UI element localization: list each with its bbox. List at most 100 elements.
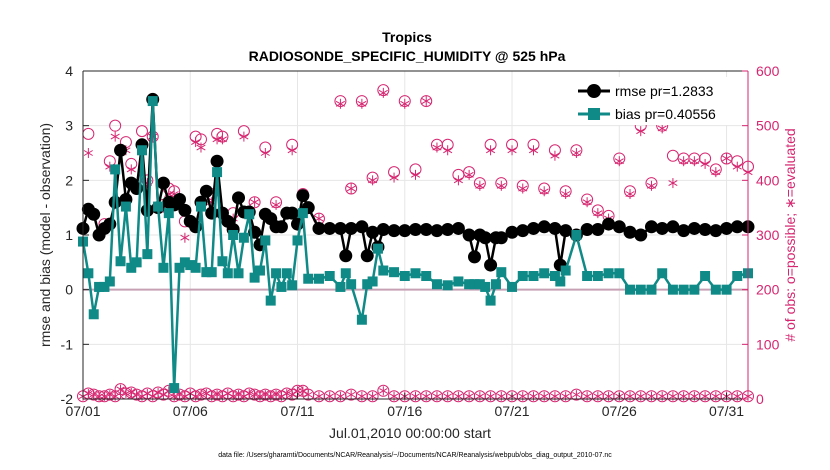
bias-point-89 (732, 271, 743, 281)
rmse-point-75 (580, 223, 594, 237)
evaluated-point-33 (410, 169, 421, 180)
rmse-point-68 (516, 224, 530, 238)
evaluated-point-52 (614, 156, 624, 167)
bias-point-34 (260, 235, 271, 246)
evaluated-point-36 (443, 145, 453, 156)
bias-point-41 (297, 208, 308, 219)
bias-point-10 (131, 257, 142, 268)
rmse-point-64 (484, 258, 498, 272)
evaluated-bottom-point-31 (245, 389, 254, 399)
right-tick-label-5: 500 (756, 118, 780, 134)
rmse-point-84 (677, 224, 691, 238)
rmse-point-69 (526, 221, 540, 235)
bias-point-81 (646, 284, 657, 295)
evaluated-point-41 (496, 180, 506, 191)
bias-point-85 (689, 284, 700, 295)
bias-point-35 (265, 295, 276, 306)
bias-point-36 (271, 268, 282, 279)
bias-point-12 (142, 249, 153, 260)
bias-point-76 (592, 271, 603, 281)
bias-point-88 (721, 284, 732, 295)
left-tick-label-4: 2 (65, 172, 73, 188)
bias-point-50 (367, 276, 378, 287)
bias-point-14 (153, 201, 164, 212)
bias-point-83 (667, 284, 678, 295)
left-tick-label-5: 3 (65, 118, 73, 134)
bias-point-72 (555, 276, 566, 287)
bias-point-68 (517, 271, 528, 281)
evaluated-point-38 (464, 169, 474, 180)
left-tick-label-2: 0 (65, 282, 73, 298)
evaluated-point-44 (528, 145, 539, 156)
rmse-point-43 (312, 221, 326, 235)
rmse-point-60 (462, 228, 476, 242)
y-axis-label-right: # of obs: o=possible; ∗=evaluated (782, 128, 798, 341)
possible-point-20 (248, 196, 261, 209)
evaluated-point-50 (593, 208, 603, 219)
bias-point-16 (163, 208, 174, 219)
evaluated-point-53 (625, 189, 635, 199)
bias-point-63 (480, 281, 491, 292)
rmse-point-46 (339, 249, 353, 263)
bias-point-54 (399, 271, 410, 281)
evaluated-point-49 (582, 197, 592, 208)
evaluated-point-43 (518, 183, 528, 194)
left-ticks: -2 -1 0 1 2 3 4 (61, 63, 89, 407)
evaluated-point-45 (539, 186, 549, 197)
rmse-point-73 (559, 224, 573, 238)
bias-point-80 (635, 284, 646, 295)
bias-point-64 (485, 295, 496, 306)
bias-point-53 (389, 267, 400, 278)
evaluated-point-20 (250, 197, 260, 208)
left-tick-label-6: 4 (65, 63, 73, 79)
evaluated-bottom-point-49 (379, 386, 388, 396)
evaluated-bottom-point-15 (159, 390, 168, 400)
possible-point-6 (135, 125, 148, 138)
evaluated-bottom-point-38 (282, 389, 291, 399)
bias-point-32 (249, 272, 260, 283)
legend-bias-marker (588, 108, 600, 120)
right-tick-label-1: 100 (756, 336, 780, 352)
bias-point-24 (206, 267, 217, 278)
bias-point-9 (126, 262, 137, 273)
evaluated-point-13 (191, 137, 201, 148)
series-bias (78, 96, 753, 394)
rmse-point-77 (602, 217, 616, 231)
rmse-point-53 (387, 224, 401, 238)
bias-point-44 (324, 271, 335, 281)
evaluated-point-42 (507, 145, 517, 156)
rmse-point-66 (494, 231, 508, 245)
rmse-point-79 (623, 225, 637, 239)
bias-point-87 (710, 284, 721, 295)
possible-point-34 (420, 95, 433, 108)
bias-point-2 (88, 309, 99, 320)
evaluated-bottom-point-9 (127, 387, 136, 397)
bias-point-40 (292, 235, 303, 246)
bias-point-33 (254, 265, 265, 276)
rmse-point-56 (419, 223, 433, 237)
rmse-point-29 (232, 191, 246, 205)
rmse-point-15 (156, 176, 170, 190)
bias-point-13 (147, 96, 158, 107)
rmse-point-87 (709, 224, 723, 238)
x-tick-label-5: 07/26 (602, 403, 637, 419)
bias-point-23 (201, 267, 212, 278)
evaluated-point-30 (378, 87, 388, 98)
bias-point-29 (233, 268, 244, 279)
rmse-point-86 (698, 223, 712, 237)
rmse-point-63 (478, 231, 492, 245)
bias-point-49 (362, 279, 373, 290)
legend-rmse-marker (587, 84, 601, 98)
evaluated-bottom-point-29 (234, 390, 243, 400)
bias-point-70 (539, 268, 550, 279)
bias-point-18 (174, 262, 185, 273)
evaluated-point-0 (83, 148, 93, 158)
evaluated-point-27 (346, 183, 356, 194)
y-axis-label-left: rmse and bias (model - observation) (37, 123, 53, 347)
evaluated-point-47 (561, 189, 571, 199)
evaluated-bottom-point-7 (116, 384, 125, 394)
bias-point-58 (442, 280, 453, 291)
rmse-point-61 (467, 250, 481, 264)
bias-point-25 (212, 167, 223, 178)
bias-point-71 (549, 271, 560, 281)
